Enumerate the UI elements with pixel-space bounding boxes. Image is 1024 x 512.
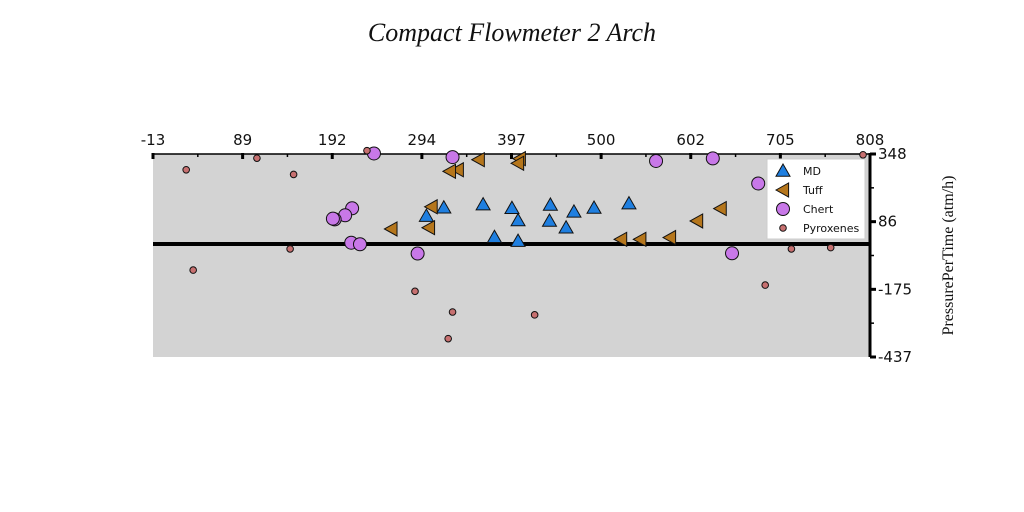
x-tick-label: 192 (318, 131, 347, 149)
y-tick-label: 86 (878, 213, 897, 231)
pyroxenes-point (412, 288, 419, 295)
pyroxenes-point (827, 244, 834, 251)
x-tick-label: 500 (587, 131, 616, 149)
chert-point (706, 152, 719, 165)
pyroxenes-point (449, 309, 456, 316)
legend-pyroxenes-marker (780, 225, 787, 232)
pyroxenes-point (364, 147, 371, 154)
legend: MD Tuff Chert Pyroxenes (767, 159, 865, 239)
x-tick-label: 602 (676, 131, 705, 149)
x-tick-label: 294 (408, 131, 437, 149)
legend-label: MD (803, 165, 821, 178)
pyroxenes-point (290, 171, 297, 178)
x-tick-label: 397 (497, 131, 526, 149)
y-tick-label: -175 (878, 280, 912, 298)
y-axis: 348 86 -175 -437 (870, 145, 912, 366)
x-tick-label: 89 (233, 131, 252, 149)
chert-point (353, 238, 366, 251)
pyroxenes-point (788, 246, 795, 253)
y-axis-label: PressurePerTime (atm/h) (940, 176, 957, 336)
x-tick-label: -13 (141, 131, 166, 149)
chert-point (650, 154, 663, 167)
legend-chert-marker (777, 203, 790, 216)
pyroxenes-point (190, 267, 197, 274)
legend-label: Pyroxenes (803, 222, 859, 235)
pyroxenes-point (183, 166, 190, 173)
pyroxenes-point (254, 155, 261, 162)
pyroxenes-point (762, 282, 769, 289)
pyroxenes-point (445, 335, 452, 342)
y-tick-label: 348 (878, 145, 907, 163)
pyroxenes-point (287, 246, 294, 253)
chert-point (752, 177, 765, 190)
legend-label: Tuff (802, 184, 823, 197)
chert-point (446, 151, 459, 164)
pyroxenes-point (531, 312, 538, 319)
x-tick-label: 705 (766, 131, 795, 149)
y-tick-label: -437 (878, 348, 912, 366)
chert-point (326, 212, 339, 225)
legend-label: Chert (803, 203, 834, 216)
chert-point (726, 247, 739, 260)
pyroxenes-point (860, 151, 867, 158)
chert-point (411, 247, 424, 260)
